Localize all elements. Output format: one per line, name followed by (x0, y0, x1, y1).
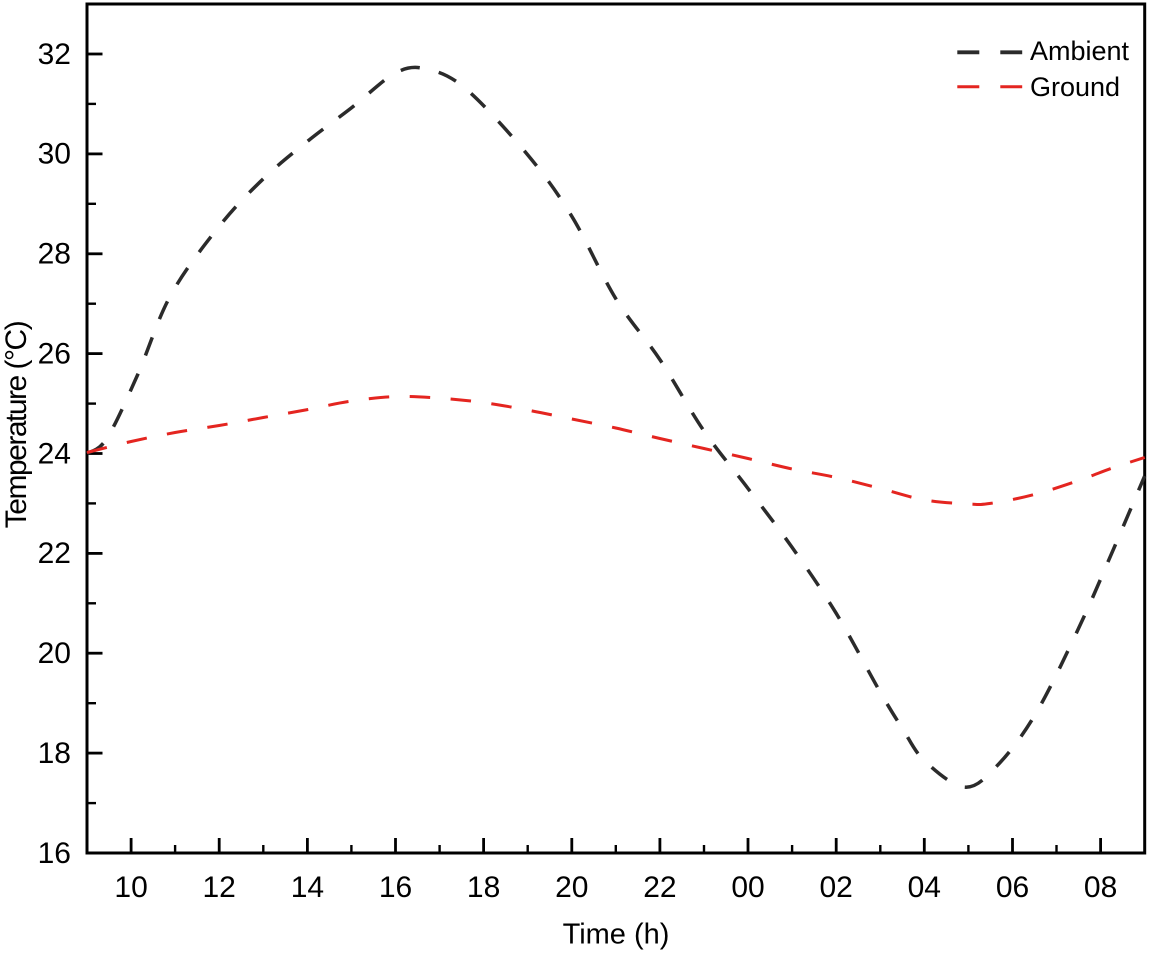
svg-text:08: 08 (1084, 871, 1117, 904)
svg-text:10: 10 (114, 871, 147, 904)
svg-text:18: 18 (467, 871, 500, 904)
svg-text:26: 26 (38, 337, 71, 370)
svg-text:Time (h): Time (h) (563, 919, 670, 951)
svg-text:Temperature (°C): Temperature (°C) (0, 321, 33, 528)
svg-text:16: 16 (38, 837, 71, 870)
svg-text:Ground: Ground (1030, 72, 1120, 102)
svg-text:06: 06 (996, 871, 1029, 904)
svg-text:02: 02 (820, 871, 853, 904)
svg-text:16: 16 (379, 871, 412, 904)
svg-text:22: 22 (643, 871, 676, 904)
svg-text:32: 32 (38, 38, 71, 71)
svg-text:30: 30 (38, 138, 71, 171)
svg-text:04: 04 (908, 871, 941, 904)
svg-text:22: 22 (38, 537, 71, 570)
svg-text:Ambient: Ambient (1030, 36, 1130, 66)
svg-text:00: 00 (731, 871, 764, 904)
svg-text:24: 24 (38, 437, 71, 470)
svg-text:12: 12 (203, 871, 236, 904)
svg-text:20: 20 (555, 871, 588, 904)
svg-text:14: 14 (291, 871, 324, 904)
svg-text:20: 20 (38, 637, 71, 670)
svg-text:28: 28 (38, 238, 71, 271)
svg-text:18: 18 (38, 737, 71, 770)
